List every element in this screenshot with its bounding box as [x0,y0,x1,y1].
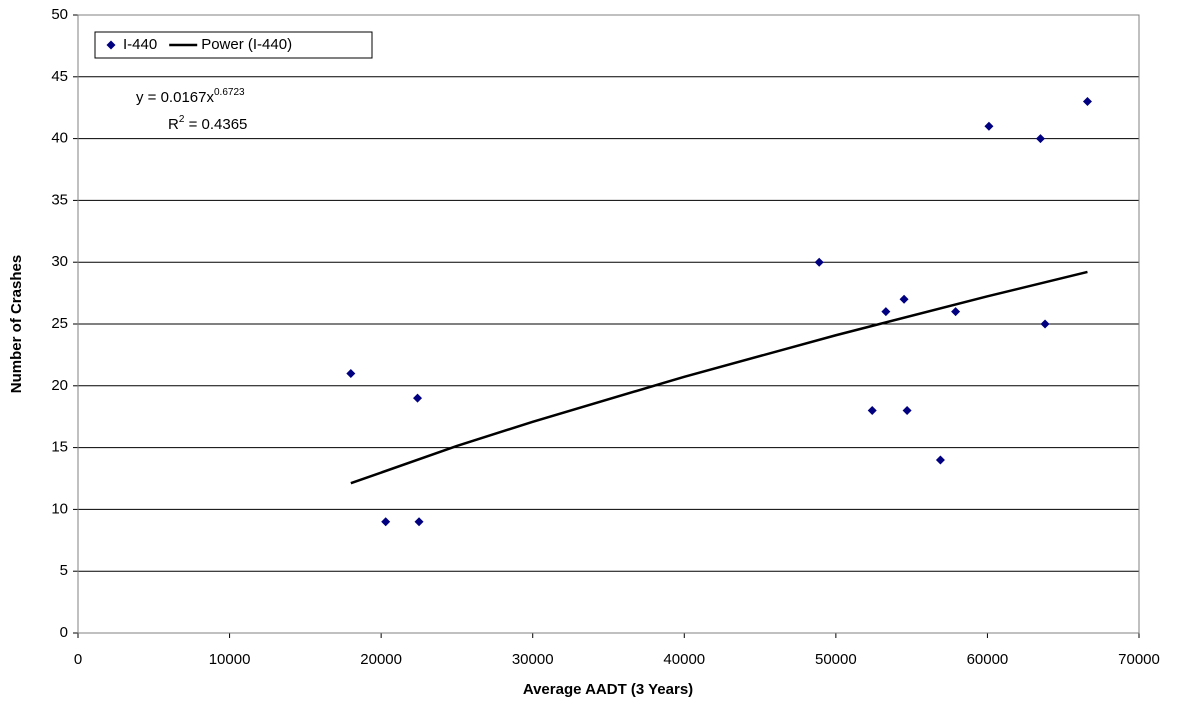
x-tick-label: 50000 [815,651,857,668]
trend-line [350,270,1088,485]
r-squared-exponent: 2 [179,114,185,125]
scatter-point [984,121,994,131]
x-tick-label: 60000 [967,651,1009,668]
legend-label: Power (I-440) [201,36,292,53]
scatter-point [935,455,945,465]
plot-border [77,14,1140,634]
r-squared-symbol: R [168,116,179,133]
scatter-point [814,257,824,267]
scatter-point [1082,97,1092,107]
x-tick-label: 20000 [360,651,402,668]
y-tick-label: 40 [51,130,68,147]
scatter-point [414,517,424,527]
r-squared: R2 = 0.4365 [168,114,247,133]
scatter-point [381,517,391,527]
y-tick-label: 0 [60,624,68,641]
x-tick-label: 40000 [663,651,705,668]
x-tick-label: 10000 [209,651,251,668]
x-tick-label: 30000 [512,651,554,668]
x-tick-label: 70000 [1118,651,1160,668]
y-tick-label: 35 [51,191,68,208]
equation: y = 0.0167x0.6723 [136,87,245,106]
equation-exponent: 0.6723 [214,87,245,98]
scatter-point [951,307,961,317]
scatter-point [413,393,423,403]
x-tick-label: 0 [74,651,82,668]
scatter-point [899,294,909,304]
y-tick-label: 50 [51,6,68,23]
scatter-point [902,406,912,416]
scatter-point [1040,319,1050,329]
y-tick-label: 30 [51,253,68,270]
y-tick-label: 20 [51,377,68,394]
y-axis-title: Number of Crashes [8,255,25,393]
legend-box [94,31,373,59]
scatter-point [881,307,891,317]
x-axis-title: Average AADT (3 Years) [523,681,693,698]
y-tick-label: 15 [51,439,68,456]
scatter-point [346,368,356,378]
r-squared-value: = 0.4365 [184,116,247,133]
y-tick-label: 25 [51,315,68,332]
y-tick-label: 45 [51,68,68,85]
equation-text: y = 0.0167x [136,89,214,106]
scatter-point [867,406,877,416]
y-tick-label: 10 [51,500,68,517]
y-tick-label: 5 [60,562,68,579]
legend-label: I-440 [123,36,157,53]
legend-marker [106,40,116,50]
scatter-point [1035,134,1045,144]
